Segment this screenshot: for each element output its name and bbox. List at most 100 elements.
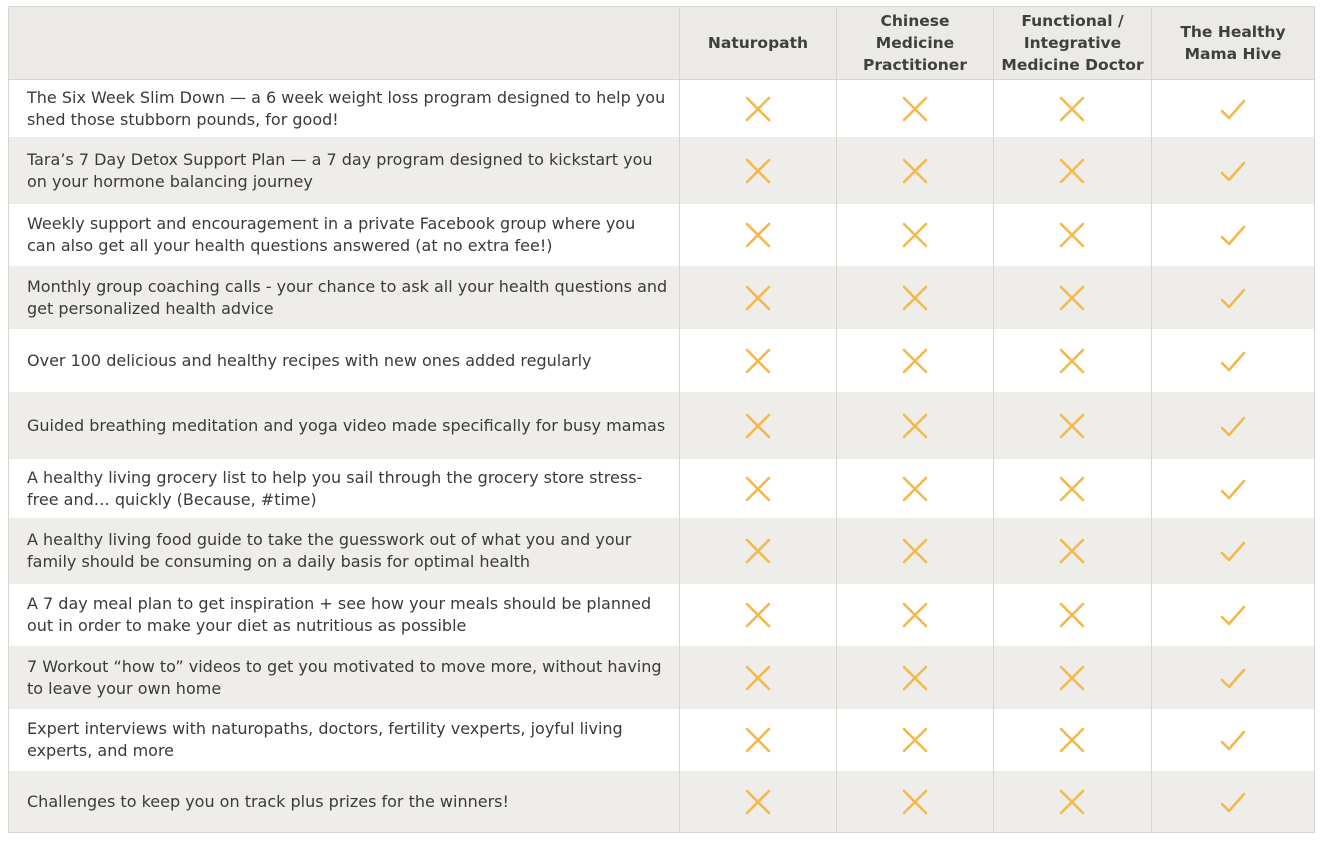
column-divider xyxy=(993,80,994,137)
x-icon xyxy=(745,96,770,121)
column-divider xyxy=(1151,137,1152,204)
mark-cell xyxy=(1151,518,1314,584)
mark-cell xyxy=(679,392,836,459)
mark-cell xyxy=(993,771,1151,832)
table-row: Over 100 delicious and healthy recipes w… xyxy=(9,329,1314,392)
mark-cell xyxy=(679,329,836,392)
column-divider xyxy=(993,771,994,832)
mark-cell xyxy=(836,518,993,584)
column-divider xyxy=(679,518,680,584)
column-divider xyxy=(993,709,994,771)
x-icon xyxy=(902,476,927,501)
x-icon xyxy=(1059,602,1085,628)
column-divider xyxy=(993,392,994,459)
x-icon xyxy=(745,476,770,501)
mark-cell xyxy=(679,771,836,832)
x-icon xyxy=(1059,665,1085,690)
x-icon xyxy=(745,222,770,248)
feature-label: Weekly support and encouragement in a pr… xyxy=(27,214,636,255)
mark-cell xyxy=(1151,137,1314,204)
column-divider xyxy=(836,771,837,832)
header-naturopath: Naturopath xyxy=(679,7,836,79)
mark-cell xyxy=(1151,329,1314,392)
mark-cell xyxy=(993,137,1151,204)
x-icon xyxy=(745,727,770,753)
column-divider xyxy=(836,80,837,137)
column-divider xyxy=(993,329,994,392)
header-functional-medicine: Functional / Integrative Medicine Doctor xyxy=(993,7,1151,79)
feature-label: A healthy living food guide to take the … xyxy=(27,530,632,571)
column-divider xyxy=(836,204,837,266)
feature-label: Tara’s 7 Day Detox Support Plan — a 7 da… xyxy=(27,149,653,191)
mark-cell xyxy=(679,204,836,266)
check-icon xyxy=(1220,99,1245,119)
x-icon xyxy=(1059,285,1085,310)
column-divider xyxy=(1151,459,1152,518)
mark-cell xyxy=(679,459,836,518)
check-icon xyxy=(1220,288,1245,308)
column-divider xyxy=(679,584,680,646)
column-divider xyxy=(679,646,680,709)
column-divider xyxy=(993,137,994,204)
x-icon xyxy=(745,285,770,310)
table-row: Expert interviews with naturopaths, doct… xyxy=(9,709,1314,771)
column-divider xyxy=(836,518,837,584)
column-divider xyxy=(993,518,994,584)
table-header: Naturopath Chinese Medicine Practitioner… xyxy=(9,7,1314,80)
mark-cell xyxy=(1151,584,1314,646)
mark-cell xyxy=(836,80,993,137)
x-icon xyxy=(1059,222,1085,248)
check-icon xyxy=(1220,351,1245,371)
table-row: A healthy living food guide to take the … xyxy=(9,518,1314,584)
column-divider xyxy=(679,266,680,329)
feature-label: Challenges to keep you on track plus pri… xyxy=(27,791,509,811)
mark-cell xyxy=(993,459,1151,518)
x-icon xyxy=(902,602,927,628)
x-icon xyxy=(1059,96,1085,121)
x-icon xyxy=(902,538,927,564)
mark-cell xyxy=(993,518,1151,584)
column-divider xyxy=(1151,266,1152,329)
x-icon xyxy=(1059,727,1085,753)
table-row: A healthy living grocery list to help yo… xyxy=(9,459,1314,518)
table-row: 7 Workout “how to” videos to get you mot… xyxy=(9,646,1314,709)
column-divider xyxy=(836,709,837,771)
column-divider xyxy=(993,646,994,709)
x-icon xyxy=(1059,348,1085,373)
x-icon xyxy=(902,789,927,814)
column-divider xyxy=(679,392,680,459)
x-icon xyxy=(745,538,770,564)
mark-cell xyxy=(993,584,1151,646)
mark-cell xyxy=(993,329,1151,392)
column-divider xyxy=(679,137,680,204)
column-divider xyxy=(1151,584,1152,646)
x-icon xyxy=(1059,538,1085,564)
column-divider xyxy=(993,204,994,266)
mark-cell xyxy=(1151,709,1314,771)
check-icon xyxy=(1220,161,1245,181)
mark-cell xyxy=(993,646,1151,709)
check-icon xyxy=(1220,541,1245,562)
mark-cell xyxy=(836,646,993,709)
x-icon xyxy=(1059,789,1085,814)
column-divider xyxy=(836,646,837,709)
mark-cell xyxy=(836,137,993,204)
column-divider xyxy=(679,709,680,771)
x-icon xyxy=(902,158,927,183)
x-icon xyxy=(902,665,927,690)
column-divider xyxy=(1151,518,1152,584)
mark-cell xyxy=(836,459,993,518)
column-divider xyxy=(993,459,994,518)
check-icon xyxy=(1220,792,1245,812)
mark-cell xyxy=(1151,266,1314,329)
column-divider xyxy=(836,459,837,518)
mark-cell xyxy=(836,771,993,832)
column-divider xyxy=(1151,709,1152,771)
column-divider xyxy=(679,459,680,518)
feature-label: The Six Week Slim Down — a 6 week weight… xyxy=(27,87,666,129)
x-icon xyxy=(1059,413,1085,438)
mark-cell xyxy=(679,709,836,771)
mark-cell xyxy=(836,204,993,266)
mark-cell xyxy=(836,266,993,329)
x-icon xyxy=(902,96,927,121)
